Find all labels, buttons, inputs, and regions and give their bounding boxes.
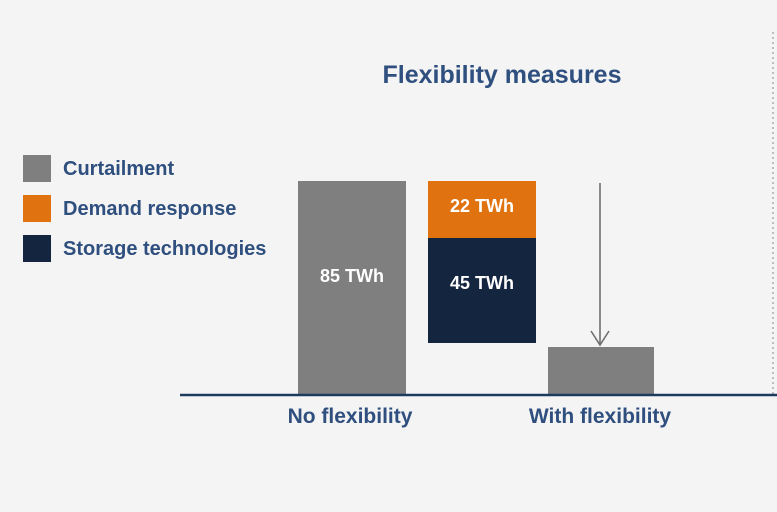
bar-segment-storage-technologies [428, 238, 536, 343]
bars-group [298, 181, 654, 394]
legend-swatch-curtailment [23, 155, 51, 182]
annotations-group [590, 32, 774, 396]
legend-swatch-demand-response [23, 195, 51, 222]
legend-label-curtailment: Curtailment [63, 158, 174, 180]
axis-group: No flexibility With flexibility [180, 393, 777, 428]
chart-title: Flexibility measures [382, 61, 621, 89]
reduction-arrow-head [590, 330, 610, 347]
category-label-with-flexibility: With flexibility [529, 405, 671, 428]
legend-label-storage-technologies: Storage technologies [63, 238, 266, 260]
legend-swatch-storage-technologies [23, 235, 51, 262]
bar-with-flexibility-curtailment [548, 347, 654, 394]
data-label-storage-technologies: 45 TWh [450, 273, 514, 293]
bar-no-flexibility-curtailment [298, 181, 406, 394]
data-labels-group: 85 TWh 22 TWh 45 TWh [320, 196, 514, 293]
legend-label-demand-response: Demand response [63, 198, 236, 220]
data-label-demand-response: 22 TWh [450, 196, 514, 216]
legend: Curtailment Demand response Storage techno… [23, 155, 266, 262]
bar-segment-demand-response [428, 181, 536, 238]
data-label-no-flexibility: 85 TWh [320, 266, 384, 286]
category-label-no-flexibility: No flexibility [288, 405, 413, 428]
